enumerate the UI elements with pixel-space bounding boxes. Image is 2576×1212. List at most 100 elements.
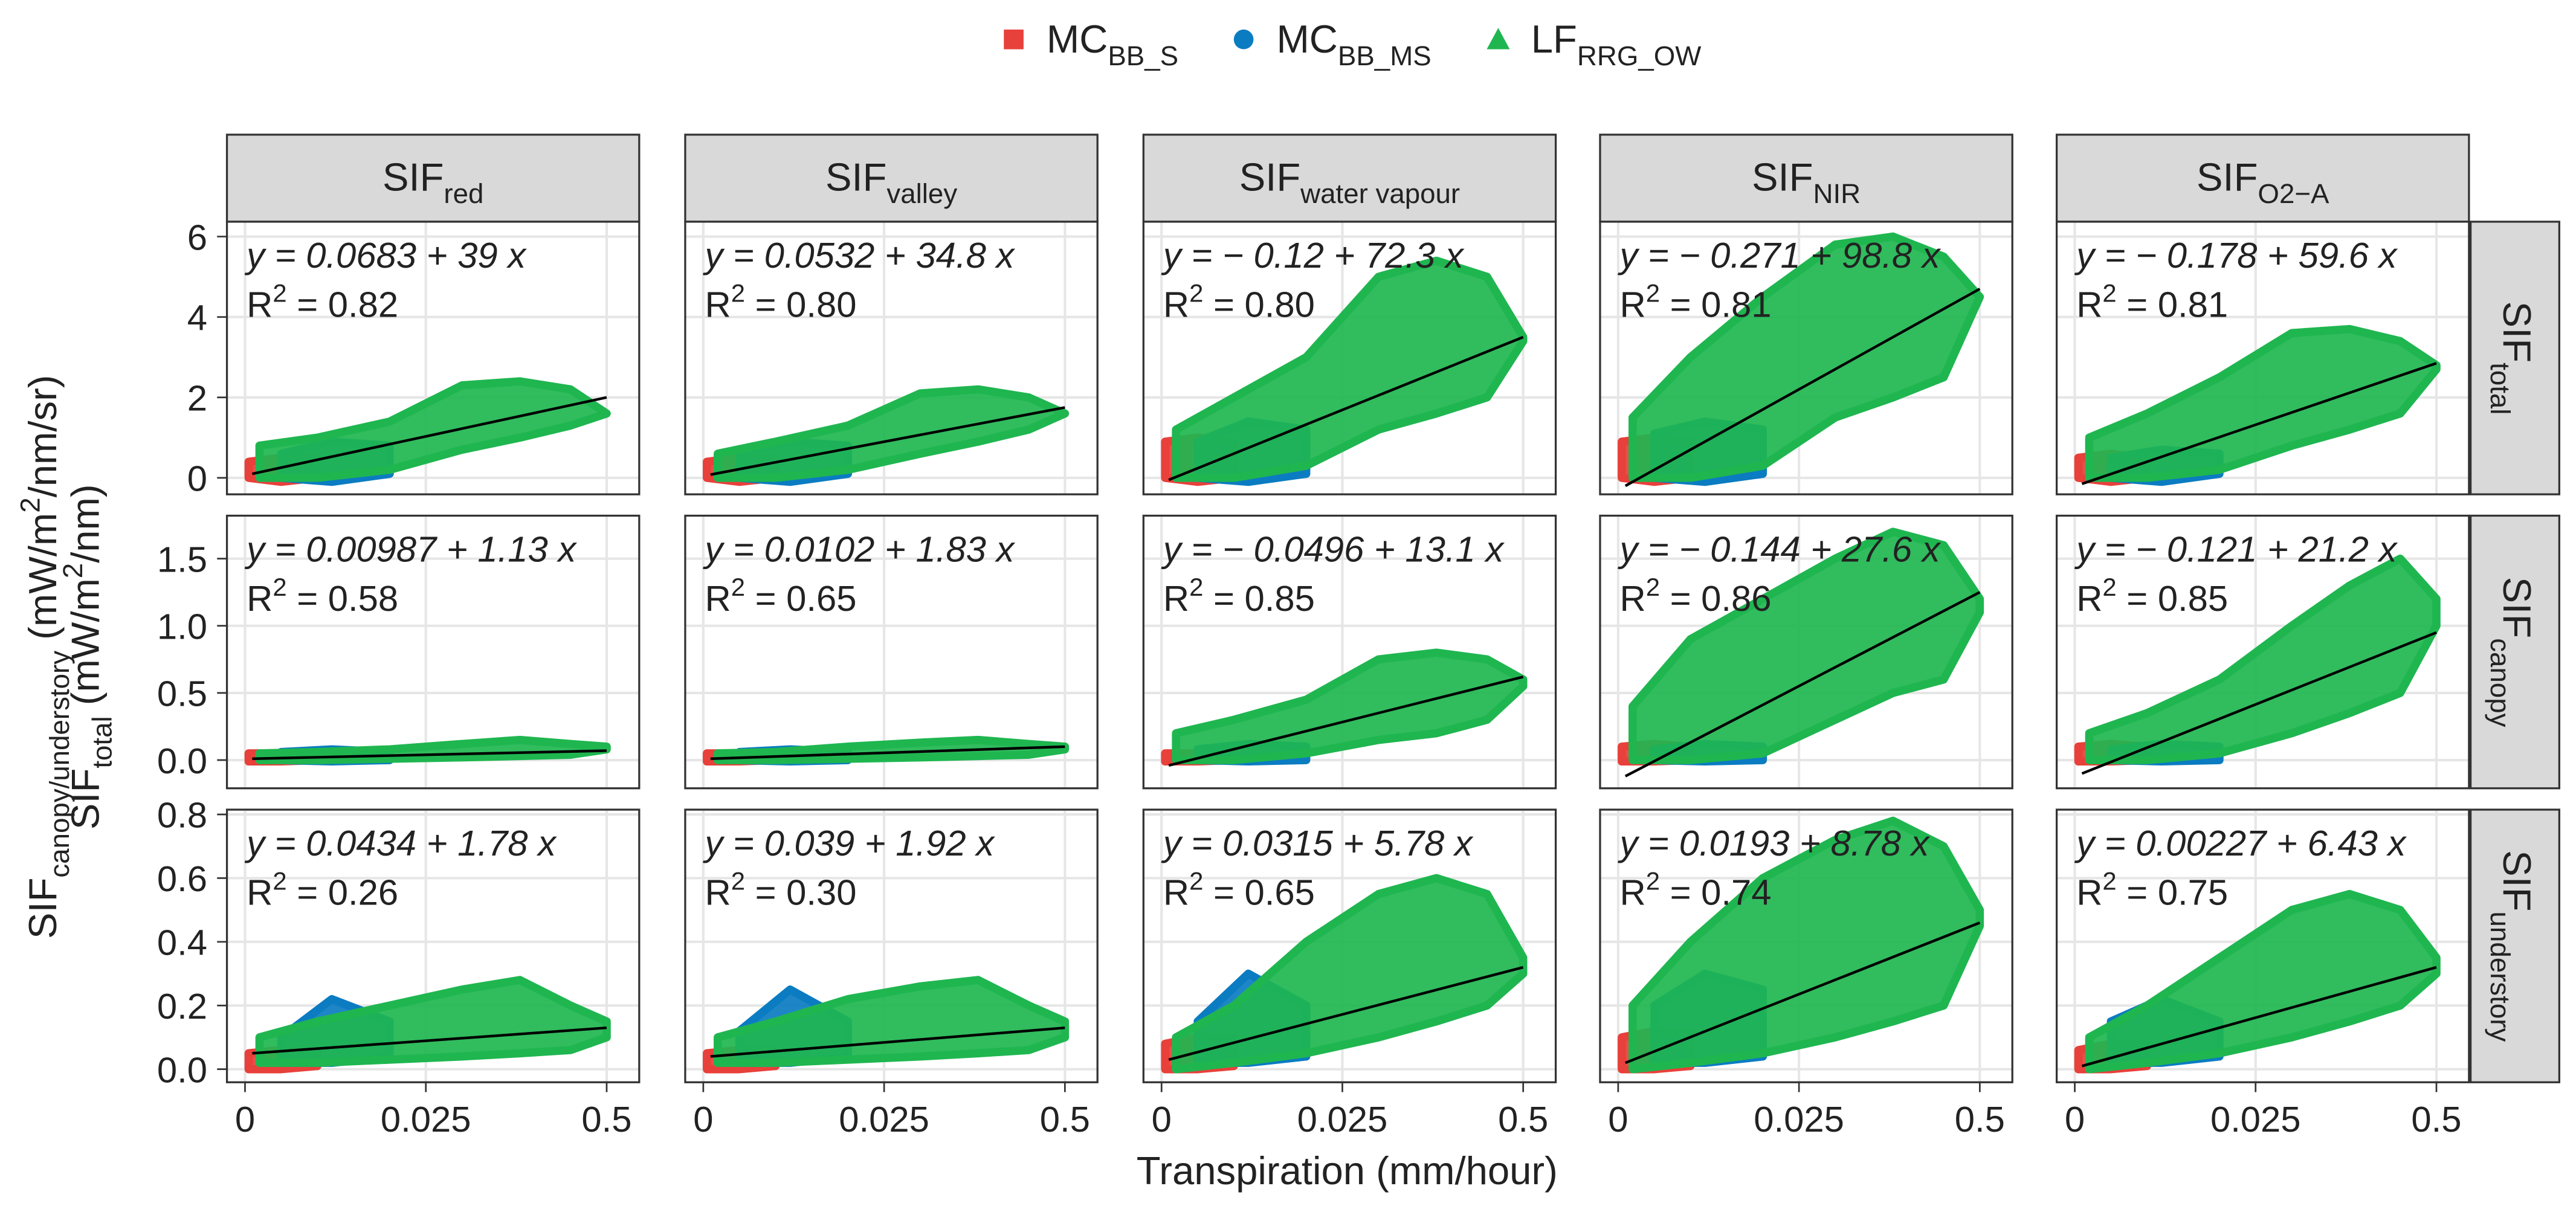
panel-border xyxy=(1142,808,1557,1083)
r-squared-part: 2 xyxy=(1646,573,1660,601)
fit-line xyxy=(710,745,1065,760)
equation: y = 0.0683 + 39 x xyxy=(244,235,527,276)
panel-border xyxy=(225,514,641,790)
x-tick-label: 0.025 xyxy=(839,1099,929,1139)
point-cloud xyxy=(714,976,1070,1067)
r-squared-part: R xyxy=(1620,578,1646,619)
strip-label-part: canopy xyxy=(2485,638,2516,727)
point-cloud xyxy=(1629,527,1984,764)
strip-label-part: SIF xyxy=(2495,850,2539,911)
r-squared-part: 2 xyxy=(2102,867,2116,895)
r-squared-part: R xyxy=(2076,872,2102,913)
r-squared: R2 = 0.30 xyxy=(705,867,857,913)
x-tick-label: 0 xyxy=(1152,1099,1172,1139)
y-axis-label-part: total xyxy=(86,716,117,768)
r-squared-part: 2 xyxy=(273,573,286,601)
r-squared-part: R xyxy=(705,578,731,619)
panel-marks xyxy=(1618,527,1984,778)
r-squared-part: 2 xyxy=(1189,279,1203,307)
panel-border xyxy=(1599,514,2013,790)
equation: y = 0.0532 + 34.8 x xyxy=(703,235,1016,276)
fit-line xyxy=(710,406,1065,476)
fit-line xyxy=(252,1026,607,1055)
x-axis-label: Transpiration (mm/hour) xyxy=(1137,1149,1558,1193)
y-tick-label: 1.5 xyxy=(157,539,207,579)
r-squared-part: = 0.58 xyxy=(287,578,398,619)
fit-line xyxy=(1168,965,1524,1061)
y-tick-label: 0.4 xyxy=(157,923,207,963)
legend-label: MCBB_S xyxy=(1047,17,1178,71)
fit-line xyxy=(1624,288,1981,488)
fit-line xyxy=(1168,675,1524,767)
panel-marks xyxy=(1161,256,1528,486)
r-squared: R2 = 0.86 xyxy=(1620,573,1772,619)
y-tick-label: 0.2 xyxy=(157,986,207,1027)
r-squared: R2 = 0.80 xyxy=(705,279,857,324)
y-tick-label: 0.6 xyxy=(157,859,207,899)
panel-marks xyxy=(1161,874,1528,1074)
r-squared-part: 2 xyxy=(731,573,745,601)
panel-marks xyxy=(2074,889,2441,1074)
y-axis-label-part: /nm/sr) xyxy=(21,375,65,497)
strip xyxy=(1599,134,2013,223)
r-squared-part: = 0.65 xyxy=(745,578,856,619)
strip-label-part: SIF xyxy=(1752,155,1813,199)
r-squared: R2 = 0.65 xyxy=(705,573,857,619)
y-tick-label: 6 xyxy=(187,217,207,257)
panel-border xyxy=(1599,808,2013,1083)
r-squared-part: = 0.82 xyxy=(287,285,398,325)
equation: y = 0.00227 + 6.43 x xyxy=(2074,823,2407,863)
strip-label: SIFunderstory xyxy=(2485,850,2539,1042)
r-squared-part: 2 xyxy=(2102,279,2116,307)
point-cloud xyxy=(1172,874,1528,1074)
r-squared-part: = 0.81 xyxy=(1660,285,1771,325)
strip xyxy=(2469,221,2560,495)
panel-border xyxy=(1599,221,2013,495)
strip xyxy=(684,134,1099,223)
equation: y = − 0.144 + 27.6 x xyxy=(1618,529,1942,570)
x-tick-label: 0.025 xyxy=(1297,1099,1388,1139)
legend-label: MCBB_MS xyxy=(1276,17,1431,71)
strip-label: SIFO2−A xyxy=(2197,155,2329,209)
r-squared: R2 = 0.75 xyxy=(2076,867,2228,913)
panel-marks xyxy=(703,976,1070,1074)
strip-label-part: SIF xyxy=(383,155,444,199)
panel-marks xyxy=(1161,648,1528,767)
x-tick-label: 0.025 xyxy=(2210,1099,2301,1139)
r-squared-part: = 0.65 xyxy=(1203,872,1314,913)
r-squared: R2 = 0.85 xyxy=(1163,573,1315,619)
r-squared: R2 = 0.80 xyxy=(1163,279,1315,324)
legend-label: LFRRG_OW xyxy=(1531,17,1702,71)
x-tick-label: 0.5 xyxy=(1955,1099,2005,1139)
r-squared-part: = 0.80 xyxy=(745,285,856,325)
y-axis-label-part: SIF xyxy=(63,769,108,830)
fit-line xyxy=(1624,591,1981,778)
fit-line xyxy=(252,749,607,760)
panel-border xyxy=(684,221,1099,495)
strip-label-part: SIF xyxy=(825,155,886,199)
strip-label: SIFNIR xyxy=(1752,155,1861,209)
legend-label-part: BB_MS xyxy=(1338,40,1432,71)
x-tick-label: 0 xyxy=(2065,1099,2085,1139)
fit-line xyxy=(710,1026,1065,1058)
panel-marks xyxy=(703,735,1070,766)
r-squared: R2 = 0.58 xyxy=(247,573,398,619)
panel-marks xyxy=(703,385,1070,486)
r-squared-part: R xyxy=(247,285,273,325)
r-squared-part: 2 xyxy=(731,867,745,895)
panel-border xyxy=(684,808,1099,1083)
strip-label-part: red xyxy=(444,178,483,209)
panel-marks xyxy=(244,377,611,486)
y-axis-label: SIFtotal (mW/m2/nm) xyxy=(57,484,117,830)
r-squared-part: = 0.86 xyxy=(1660,578,1771,619)
r-squared-part: 2 xyxy=(731,279,745,307)
r-squared-part: = 0.80 xyxy=(1203,285,1314,325)
point-cloud xyxy=(2085,554,2441,764)
strip-label: SIFtotal xyxy=(2485,301,2539,415)
panel-marks xyxy=(1618,816,1984,1074)
r-squared-part: R xyxy=(705,872,731,913)
y-tick-label: 1.0 xyxy=(157,607,207,647)
r-squared: R2 = 0.85 xyxy=(2076,573,2228,619)
r-squared-part: = 0.85 xyxy=(2117,578,2228,619)
